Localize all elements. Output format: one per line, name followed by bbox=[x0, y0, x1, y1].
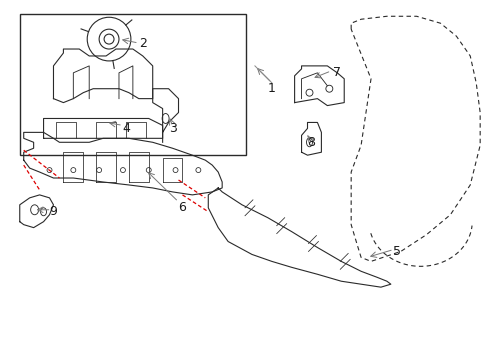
Text: 2: 2 bbox=[139, 37, 146, 50]
Text: 8: 8 bbox=[307, 136, 315, 149]
Text: 6: 6 bbox=[178, 201, 186, 214]
Text: 5: 5 bbox=[392, 245, 400, 258]
Bar bbox=[20, 14, 245, 155]
Text: 4: 4 bbox=[122, 122, 130, 135]
Text: 9: 9 bbox=[49, 205, 57, 218]
Text: 7: 7 bbox=[333, 66, 341, 79]
Text: 1: 1 bbox=[267, 82, 275, 95]
Text: 3: 3 bbox=[168, 122, 176, 135]
